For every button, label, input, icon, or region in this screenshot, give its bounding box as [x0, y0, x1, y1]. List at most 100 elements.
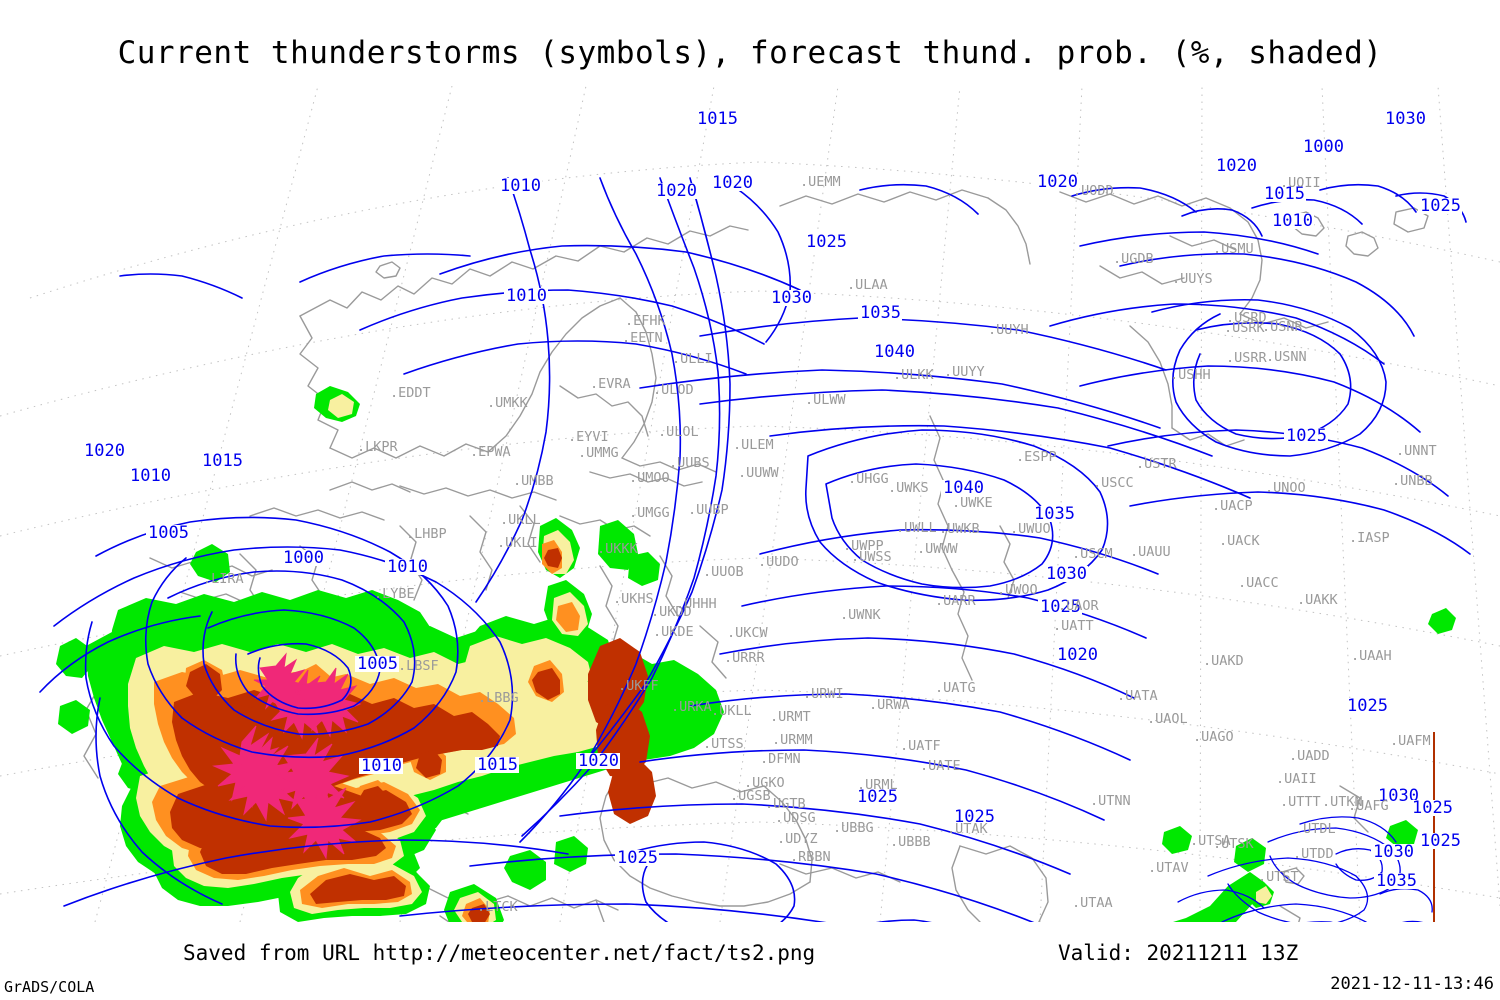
station-label: .UWUO [1010, 521, 1051, 537]
station-label: .UAOR [1058, 598, 1100, 614]
isobar-label-item: 1010 [1270, 211, 1314, 231]
station-label: .URML [857, 777, 898, 793]
station-label: .UODD [1073, 183, 1114, 199]
station-label: .UUYY [944, 364, 985, 380]
isobar-label: 1030 [1046, 564, 1087, 584]
isobar-label-item: 1020 [82, 441, 126, 461]
valid-time-label: Valid: 20211211 13Z [1058, 941, 1299, 965]
station-label: .UMKK [487, 395, 529, 411]
isobar-label-item: 1025 [1284, 426, 1328, 446]
isobar-label: 1020 [1057, 645, 1098, 665]
isobar-label-item: 1005 [146, 523, 190, 543]
isobar-label: 1005 [148, 523, 189, 543]
station-label: .EYVI [568, 429, 609, 445]
isobar-label: 1000 [283, 548, 324, 568]
station-label: .UDYZ [777, 831, 818, 847]
isobar-label-group: 1015 1030 1000 1010 1020 1020 1020 1020 1015 1025… [82, 109, 1462, 891]
station-label: .DFMN [760, 751, 801, 767]
isobar-label-item: 1010 [359, 756, 403, 776]
station-label: .EPWA [470, 444, 511, 460]
station-label: .IASP [1349, 530, 1390, 546]
station-label: .UEMM [800, 174, 841, 190]
station-label: .LTCK [477, 899, 519, 915]
station-label: .UATG [935, 680, 976, 696]
station-label: .UACK [1219, 533, 1261, 549]
map-canvas[interactable]: 1015 1030 1000 1010 1020 1020 1020 1020 1015 1025… [0, 86, 1500, 922]
station-label: .UOII [1280, 175, 1321, 191]
isobar-label-item: 1030 [1044, 564, 1088, 584]
isobar-label: 1025 [1347, 696, 1388, 716]
station-label: .UACP [1212, 498, 1253, 514]
station-label: .UACC [1238, 575, 1279, 591]
station-label: .LHBP [406, 526, 447, 542]
station-label: .UAKD [1203, 653, 1244, 669]
station-label: .UTAK [947, 821, 989, 837]
station-label: .UAUU [1130, 544, 1171, 560]
station-label: .UAGO [1193, 729, 1234, 745]
station-label: .USRR [1226, 350, 1268, 366]
station-label: .USNN [1266, 349, 1307, 365]
station-label: .UMOO [629, 470, 670, 486]
isobar-label-item: 1025 [1418, 196, 1462, 216]
isobar-label: 1030 [771, 288, 812, 308]
station-label: .UWKE [952, 495, 993, 511]
isobar-label-item: 1025 [615, 848, 659, 868]
isobar-label: 1030 [1378, 786, 1419, 806]
isobar-label-item: 1025 [1345, 696, 1389, 716]
isobar-label-item: 1030 [769, 288, 813, 308]
station-label: .USCC [1093, 475, 1134, 491]
isobar-label-item: 1020 [1055, 645, 1099, 665]
station-label: .URKA [671, 699, 712, 715]
station-label: .UWOO [997, 582, 1038, 598]
isobar-label: 1025 [1420, 196, 1461, 216]
station-label: .UUYH [988, 322, 1029, 338]
station-label: .UTDD [1293, 846, 1334, 862]
isobar-label-item: 1035 [1374, 871, 1418, 891]
station-label: .UAII [1276, 771, 1317, 787]
isobar-label: 1010 [387, 557, 428, 577]
station-label: .ESPP [1016, 449, 1057, 465]
isobar-label: 1010 [500, 176, 541, 196]
isobar-label: 1035 [1034, 504, 1075, 524]
station-label: .UUYS [1172, 271, 1213, 287]
weather-map[interactable]: 1015 1030 1000 1010 1020 1020 1020 1020 1015 1025… [0, 86, 1500, 922]
station-label: .UTAV [1148, 860, 1189, 876]
station-label: .UDSG [775, 810, 816, 826]
station-label: .UTDL [1295, 821, 1336, 837]
source-url-label: Saved from URL http://meteocenter.net/fa… [183, 941, 816, 965]
station-label: .ULKK [893, 367, 935, 383]
station-label: .ULOD [653, 382, 694, 398]
isobar-label-item: 1040 [941, 478, 985, 498]
station-label: .URMM [772, 732, 813, 748]
station-label: .UKDD [651, 604, 692, 620]
station-label: .UHGG [848, 471, 889, 487]
isobar-label: 1010 [361, 756, 402, 776]
station-label: .EDDT [390, 385, 431, 401]
isobar-label: 1010 [506, 286, 547, 306]
station-label: .ULOL [658, 424, 699, 440]
isobar-label-item: 1020 [576, 751, 620, 771]
isobar-label: 1020 [1216, 156, 1257, 176]
station-label: .UGTB [765, 796, 806, 812]
station-label: .UWLL [896, 520, 937, 536]
station-label: .UATT [1053, 618, 1094, 634]
isobar-label: 1025 [1420, 831, 1461, 851]
station-label: .ULWW [805, 392, 847, 408]
isobar-label: 1030 [1385, 109, 1426, 129]
station-label: .UGDB [1113, 251, 1154, 267]
isobar-label: 1015 [697, 109, 738, 129]
station-label: .UUOB [703, 564, 744, 580]
station-label: .LIRA [203, 571, 244, 587]
station-label: .UTKN [1322, 794, 1363, 810]
isobar-label: 1010 [1272, 211, 1313, 231]
isobar-label: 1005 [357, 654, 398, 674]
station-label: .UTST [1258, 869, 1299, 885]
isobar-label: 1015 [1264, 184, 1305, 204]
isobar-label-item: 1005 [355, 654, 399, 674]
isobar-label: 1020 [84, 441, 125, 461]
station-label: .UATF [900, 738, 941, 754]
isobar-label-item: 1025 [1418, 831, 1462, 851]
station-label: .UAFG [1348, 798, 1389, 814]
station-label: .UNOO [1265, 480, 1306, 496]
isobar-label: 1000 [1303, 137, 1344, 157]
